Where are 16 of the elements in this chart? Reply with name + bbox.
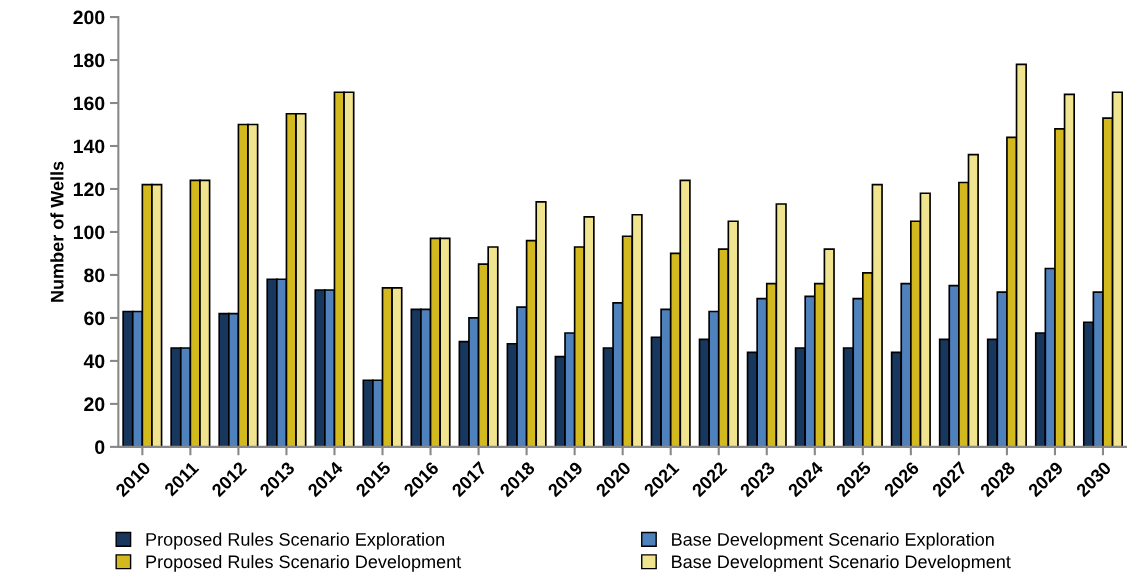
y-tick-label: 120 xyxy=(73,182,105,197)
y-tick-label: 80 xyxy=(84,268,105,283)
y-tick-label: 200 xyxy=(73,10,105,25)
y-tick-label: 0 xyxy=(95,440,105,455)
y-tick-label: 140 xyxy=(73,139,105,154)
y-tick-label: 100 xyxy=(73,225,105,240)
legend-label: Proposed Rules Scenario Exploration xyxy=(146,532,444,550)
y-tick-label: 20 xyxy=(84,397,105,412)
y-tick-label: 180 xyxy=(73,53,105,68)
legend-label: Proposed Rules Scenario Development xyxy=(146,554,462,572)
legend-label: Base Development Scenario Exploration xyxy=(672,532,994,550)
legend-label: Base Development Scenario Development xyxy=(672,554,1011,572)
y-axis-title: Number of Wells xyxy=(50,161,64,302)
y-tick-label: 40 xyxy=(83,354,105,369)
y-tick-label: 160 xyxy=(73,96,105,111)
y-tick-label: 60 xyxy=(84,311,105,326)
